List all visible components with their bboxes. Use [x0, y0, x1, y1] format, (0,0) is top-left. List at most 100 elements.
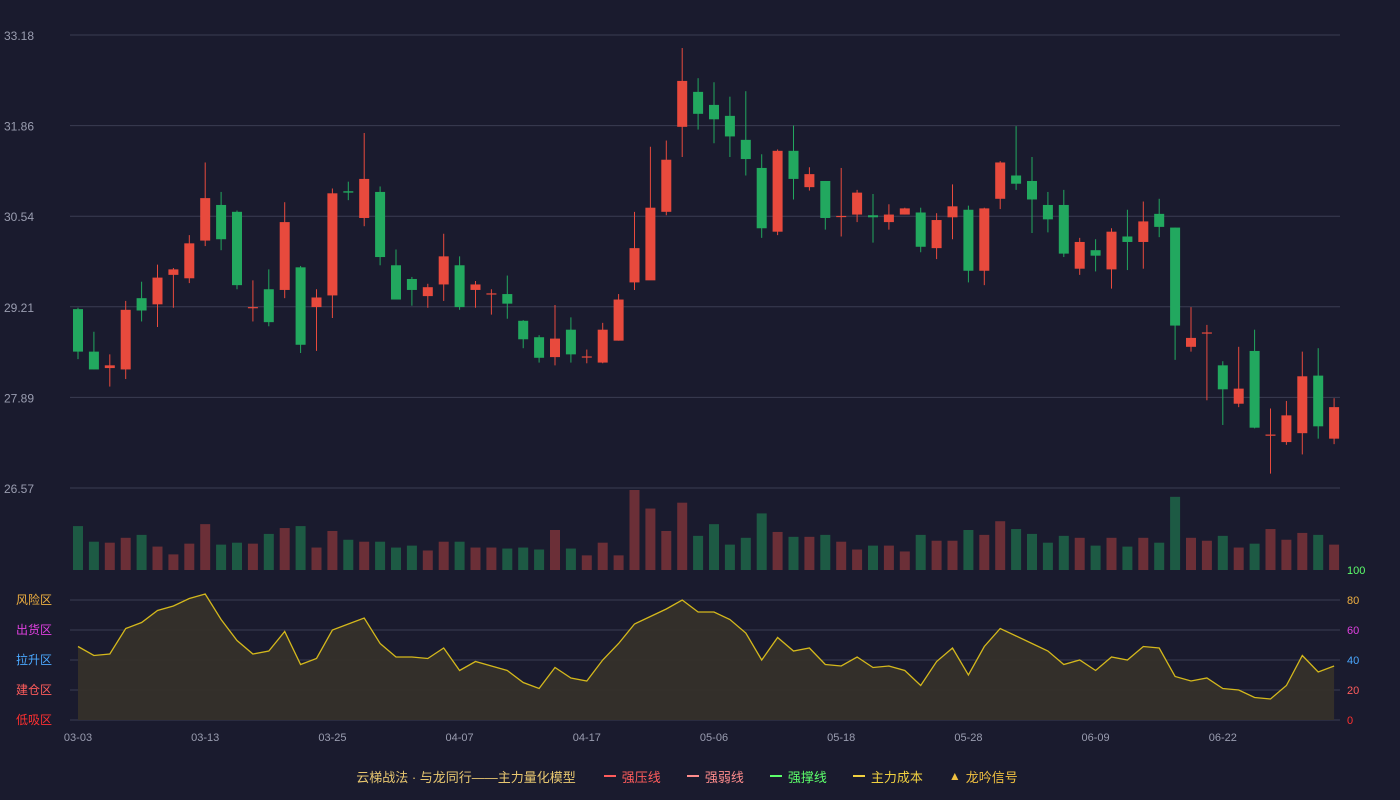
candle [391, 249, 401, 300]
candle [995, 161, 1006, 210]
candle [868, 193, 878, 243]
candle [152, 264, 163, 327]
candle [518, 320, 529, 349]
volume-bar [120, 537, 131, 570]
volume-bar [597, 542, 608, 570]
volume-bar [550, 530, 560, 570]
candle-body [1233, 388, 1244, 404]
candle [534, 335, 545, 363]
candle-body [1058, 204, 1069, 254]
volume-bar [454, 541, 465, 570]
volume-bar [868, 545, 878, 570]
legend-item-strength-line[interactable]: 强弱线 [686, 767, 744, 786]
legend-item-dragon-signal[interactable]: ▲ 龙吟信号 [949, 767, 1018, 786]
candle-body [168, 269, 179, 275]
legend-item-main-cost[interactable]: 主力成本 [852, 767, 923, 786]
volume-bar [73, 526, 83, 570]
volume-bar [1217, 535, 1228, 570]
candle-body [359, 178, 370, 218]
candle-body [1074, 241, 1085, 269]
candle [502, 275, 513, 319]
volume-bar [247, 543, 258, 570]
candle [565, 317, 576, 363]
candle [693, 78, 704, 130]
candle-body [852, 192, 863, 215]
candle-body [629, 248, 640, 283]
volume-bar [232, 542, 242, 570]
volume-bar [359, 541, 370, 570]
candle-body [1122, 236, 1133, 242]
candle-body [438, 256, 449, 285]
volume-bar [677, 502, 688, 570]
chart-canvas: 33.18 31.86 30.54 29.21 27.89 26.57 100 80 60 40 2… [4, 29, 1365, 744]
candle-body [613, 299, 624, 341]
candle [709, 82, 719, 144]
x-tick-label: 05-18 [827, 732, 855, 744]
candle [1074, 237, 1085, 275]
candle-body [804, 174, 815, 188]
candle [1186, 307, 1196, 352]
volume-bar [1201, 540, 1212, 570]
x-tick-label: 04-07 [446, 732, 474, 744]
candle-body [1154, 213, 1165, 227]
candle [1297, 351, 1308, 455]
volume-bar [88, 541, 99, 570]
volume-bar [184, 543, 195, 570]
candle [804, 167, 815, 191]
volume-bar [406, 545, 417, 570]
candle-body [995, 162, 1006, 199]
candle [1138, 201, 1149, 269]
volume-bar [1074, 537, 1085, 570]
candle [1042, 191, 1053, 233]
candle-body [1249, 350, 1260, 428]
volume-bar [1297, 532, 1308, 570]
candle-body [740, 139, 751, 160]
candle-body [645, 207, 656, 281]
candle-body [693, 91, 704, 114]
volume-bar [343, 539, 354, 570]
candle-body [709, 104, 719, 120]
volume-bar [963, 530, 974, 570]
candle [597, 322, 608, 364]
candle [486, 289, 497, 315]
oscillator-tick-label: 20 [1347, 685, 1359, 697]
legend-item-support-line[interactable]: 强撑线 [769, 767, 827, 786]
candle [756, 154, 767, 238]
oscillator-tick-label: 0 [1347, 715, 1353, 727]
candle [788, 125, 799, 200]
candle-body [534, 337, 545, 358]
candle-body [1329, 407, 1340, 439]
candle [979, 207, 990, 286]
candle [168, 268, 179, 308]
legend-item-pressure-line[interactable]: 强压线 [603, 767, 661, 786]
volume-bar [804, 536, 815, 570]
volume-bar [1042, 542, 1053, 570]
oscillator-line [77, 593, 1335, 700]
candle-body [979, 208, 990, 271]
candle-body [1090, 250, 1101, 256]
candle-body [73, 309, 83, 352]
legend-label: 强压线 [621, 769, 661, 785]
candle [740, 91, 751, 176]
x-tick-label: 06-22 [1209, 732, 1237, 744]
candle [1058, 189, 1069, 258]
candle [724, 96, 735, 157]
volume-bar [1186, 537, 1196, 570]
candle [613, 294, 624, 341]
candle [136, 281, 147, 322]
candle [375, 186, 386, 266]
candle-body [152, 277, 163, 305]
candle [963, 205, 974, 283]
volume-bar [979, 534, 990, 570]
volume-bar [1027, 533, 1037, 570]
candle-body [311, 297, 322, 308]
candle [120, 300, 131, 380]
volume-bar [438, 541, 449, 570]
candle-body [1217, 365, 1228, 390]
volume-bar [502, 548, 513, 570]
volume-bar [486, 547, 497, 570]
candle-body [565, 329, 576, 355]
candle [899, 207, 910, 215]
candle [232, 210, 242, 290]
candle [263, 269, 274, 327]
